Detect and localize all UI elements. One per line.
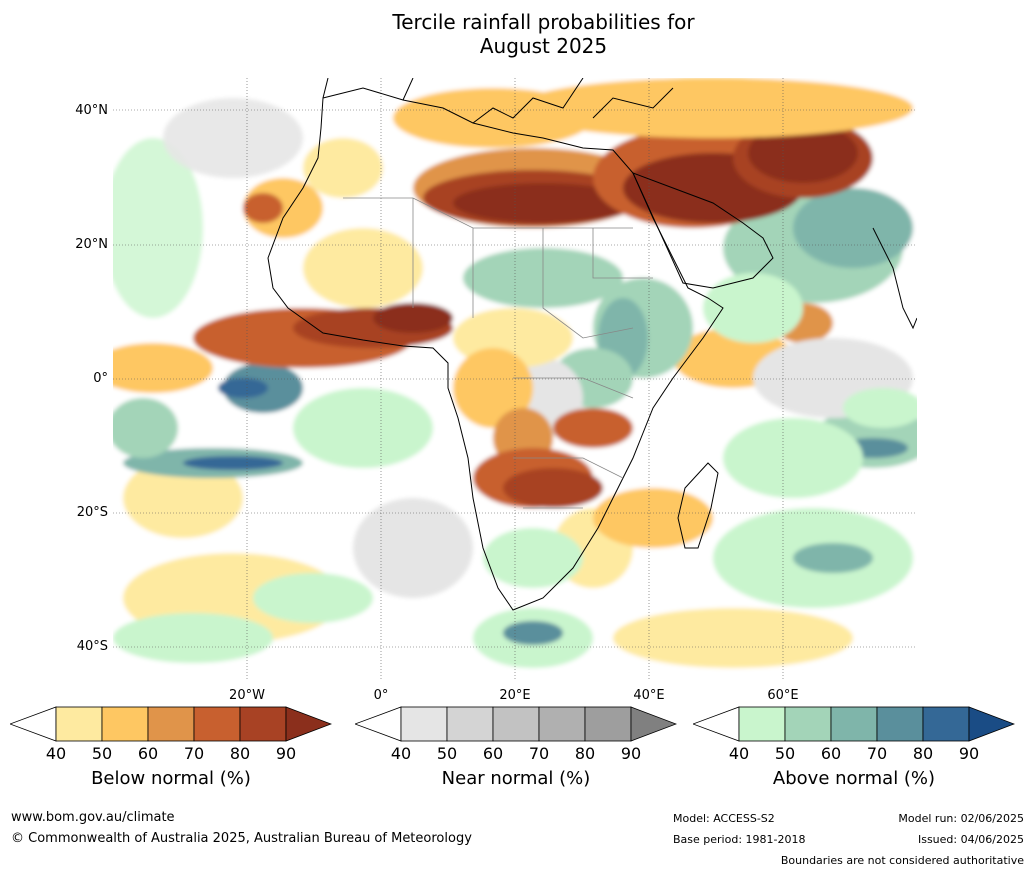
base-period-text: Base period: 1981-2018 [673,833,806,846]
probability-shading [113,78,917,681]
lat-label-40s: 40°S [76,639,108,654]
lon-label-20e: 20°E [499,688,531,703]
cb-tick: 90 [958,744,980,763]
colorbar-swatch [492,706,540,742]
colorbar-swatch [693,706,740,742]
colorbar-swatch [55,706,103,742]
arabia-coastline [632,172,774,289]
colorbar-swatch [584,706,632,742]
cb-tick: 50 [91,744,113,763]
colorbar-swatch [876,706,924,742]
colorbar-swatch [738,706,786,742]
colorbar-swatch [285,706,332,742]
colorbar-swatch [147,706,195,742]
issued-text: Issued: 04/06/2025 [917,833,1024,846]
model-run-text: Model run: 02/06/2025 [898,812,1024,825]
colorbar-swatch [784,706,832,742]
lon-label-60e: 60°E [767,688,799,703]
madagascar-coastline [677,462,719,549]
lat-label-40n: 40°N [75,103,108,118]
cb-tick: 50 [436,744,458,763]
cb-tick: 70 [528,744,550,763]
copyright-text: © Commonwealth of Australia 2025, Austra… [11,831,472,846]
colorbar-swatch [10,706,57,742]
cb-tick: 90 [275,744,297,763]
colorbar-swatch [101,706,149,742]
lat-label-20n: 20°N [75,237,108,252]
colorbar-near-label: Near normal (%) [441,768,591,789]
colorbar-below-label: Below normal (%) [91,768,251,789]
europe-coastline [322,78,674,124]
cb-tick: 60 [820,744,842,763]
cb-tick: 70 [183,744,205,763]
lon-label-40e: 40°E [633,688,665,703]
cb-tick: 60 [482,744,504,763]
country-borders [343,197,653,509]
colorbar-swatch [446,706,494,742]
graticule [113,78,917,681]
colorbar-above-label: Above normal (%) [772,768,936,789]
colorbar-swatch [355,706,402,742]
cb-tick: 40 [45,744,67,763]
title-line-1: Tercile rainfall probabilities for [392,10,695,34]
lon-label-0: 0° [373,688,389,703]
cb-tick: 50 [774,744,796,763]
map-title: Tercile rainfall probabilities for Augus… [0,10,1035,58]
cb-tick: 80 [229,744,251,763]
india-coastline [872,227,917,330]
colorbar-swatch [193,706,241,742]
colorbar-swatch [922,706,970,742]
colorbar-swatch [400,706,448,742]
cb-tick: 60 [137,744,159,763]
cb-tick: 80 [574,744,596,763]
colorbar-swatch [538,706,586,742]
colorbar-swatch [239,706,287,742]
colorbar-near-normal [355,706,677,742]
disclaimer-text: Boundaries are not considered authoritat… [780,854,1024,867]
colorbar-swatch [830,706,878,742]
colorbar-below-normal [10,706,332,742]
lat-label-20s: 20°S [76,505,108,520]
title-line-2: August 2025 [479,34,608,58]
colorbar-above-normal [693,706,1015,742]
cb-tick: 40 [728,744,750,763]
cb-tick: 40 [390,744,412,763]
cb-tick: 90 [620,744,642,763]
colorbar-swatch [630,706,677,742]
cb-tick: 70 [866,744,888,763]
map-canvas [113,78,917,681]
website-link[interactable]: www.bom.gov.au/climate [11,810,175,825]
rainfall-probability-map [113,78,917,681]
africa-coastline [267,87,724,611]
model-text: Model: ACCESS-S2 [673,812,775,825]
lon-label-20w: 20°W [229,688,265,703]
colorbar-swatch [968,706,1015,742]
lat-label-0: 0° [93,371,108,386]
cb-tick: 80 [912,744,934,763]
